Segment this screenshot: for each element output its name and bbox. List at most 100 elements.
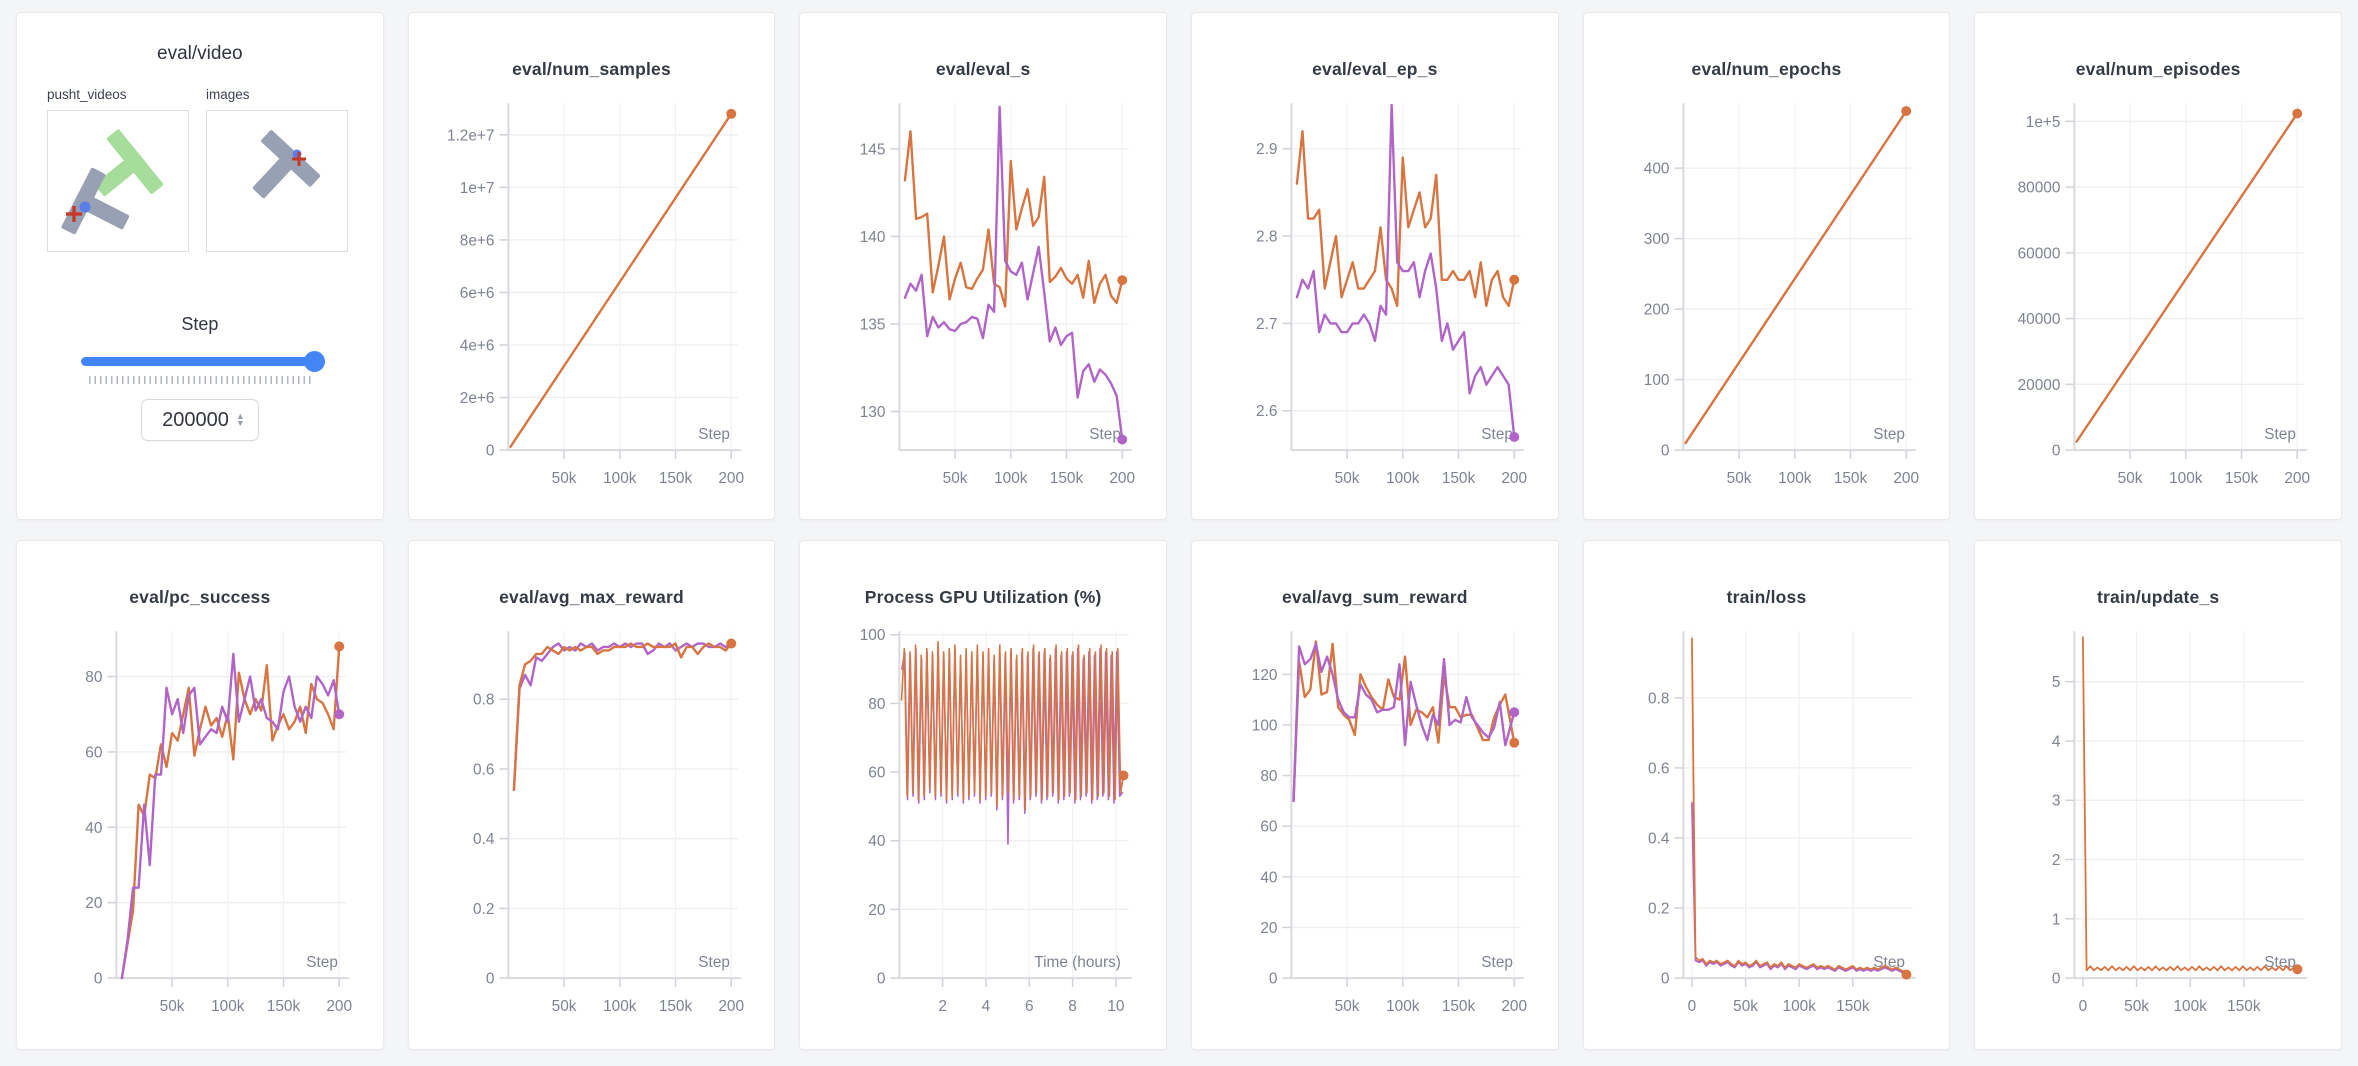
chart-title: eval/eval_s <box>935 59 1031 79</box>
svg-text:200: 200 <box>326 998 352 1015</box>
svg-text:150k: 150k <box>1050 470 1084 487</box>
chart-title: eval/num_samples <box>512 59 671 79</box>
svg-text:150k: 150k <box>658 470 692 487</box>
chart-canvas-eval-ep-s[interactable]: 2.6 2.7 2.8 2.9 50k 100k 150k 200 Step <box>1192 94 1558 518</box>
gray-t-shape <box>252 130 321 199</box>
chart-canvas-gpu-utilization[interactable]: 0 20 40 60 80 100 2 4 6 8 10 Time (hours) <box>800 622 1166 1046</box>
chart-title: eval/avg_max_reward <box>499 587 684 607</box>
svg-text:150k: 150k <box>1442 470 1476 487</box>
chart-canvas-pc-success[interactable]: 0 20 40 60 80 50k 100k 150k 200 Step <box>17 622 383 1046</box>
svg-text:100k: 100k <box>2169 470 2203 487</box>
svg-text:120: 120 <box>1252 667 1278 684</box>
svg-text:0.4: 0.4 <box>1648 830 1670 847</box>
svg-text:300: 300 <box>1643 231 1669 248</box>
svg-text:200: 200 <box>1501 470 1527 487</box>
svg-text:60: 60 <box>85 744 102 761</box>
svg-text:2: 2 <box>2052 852 2061 869</box>
svg-text:200: 200 <box>718 470 744 487</box>
panel-eval-pc-success: eval/pc_success 0 20 40 60 80 50k 100k 150k 200 S… <box>16 540 384 1050</box>
panel-title: eval/video <box>157 43 243 64</box>
svg-text:20000: 20000 <box>2018 377 2061 394</box>
pusht-video-thumbnail[interactable] <box>47 110 189 252</box>
slider-track[interactable] <box>81 357 321 366</box>
svg-text:150k: 150k <box>267 998 301 1015</box>
svg-text:60: 60 <box>869 765 886 782</box>
svg-text:80: 80 <box>85 669 102 686</box>
panel-train-loss: train/loss 0 0.2 0.4 0.6 0.8 0 50k 100k 150k Step <box>1582 540 1951 1050</box>
svg-text:Time (hours): Time (hours) <box>1035 954 1122 971</box>
svg-text:150k: 150k <box>1833 470 1867 487</box>
panel-eval-num-epochs: eval/num_epochs 0 100 200 300 400 50k 100k 150k… <box>1582 12 1951 520</box>
chart-canvas-num-samples[interactable]: 0 2e+6 4e+6 6e+6 8e+6 1e+7 1.2e+7 50k 100k 150k 20… <box>409 94 775 518</box>
svg-text:0: 0 <box>1687 998 1696 1015</box>
chart-title: train/update_s <box>2096 587 2220 607</box>
chart-canvas-avg-max-reward[interactable]: 0 0.2 0.4 0.6 0.8 50k 100k 150k 200 Step <box>409 622 775 1046</box>
svg-text:100k: 100k <box>603 470 637 487</box>
svg-text:6e+6: 6e+6 <box>459 285 494 302</box>
svg-text:100k: 100k <box>1778 470 1812 487</box>
chart-title: eval/num_episodes <box>2075 59 2241 79</box>
svg-text:200: 200 <box>1643 302 1669 319</box>
svg-text:Step: Step <box>1090 426 1122 443</box>
svg-text:0.2: 0.2 <box>473 901 494 918</box>
svg-text:50k: 50k <box>1335 998 1360 1015</box>
step-down-icon[interactable]: ▼ <box>235 418 245 428</box>
step-slider-label: Step <box>181 314 219 334</box>
slider-tick-ruler <box>89 376 313 384</box>
svg-text:0: 0 <box>94 971 103 988</box>
svg-text:2.6: 2.6 <box>1256 403 1277 420</box>
svg-text:0.4: 0.4 <box>473 831 495 848</box>
agent-dot <box>79 201 91 213</box>
step-input[interactable] <box>154 407 231 433</box>
svg-text:4e+6: 4e+6 <box>459 337 494 354</box>
panel-eval-num-samples: eval/num_samples 0 2e+6 4e+6 6e+6 8e+6 1e+7 1.… <box>407 12 776 520</box>
svg-text:0.6: 0.6 <box>473 761 494 778</box>
green-t-shape <box>95 129 164 197</box>
svg-text:100k: 100k <box>1386 998 1420 1015</box>
target-cross <box>292 152 306 166</box>
chart-title: eval/num_epochs <box>1691 59 1842 79</box>
svg-text:50k: 50k <box>1335 470 1360 487</box>
stepper-arrows[interactable]: ▲ ▼ <box>235 411 245 428</box>
svg-text:0: 0 <box>1661 443 1670 460</box>
svg-text:0: 0 <box>1269 971 1278 988</box>
chart-canvas-num-epochs[interactable]: 0 100 200 300 400 50k 100k 150k 200 Step <box>1584 94 1950 518</box>
svg-text:40: 40 <box>869 833 886 850</box>
svg-text:100k: 100k <box>994 470 1028 487</box>
svg-text:60: 60 <box>1260 819 1277 836</box>
step-input-box[interactable]: ▲▼ <box>140 399 259 441</box>
panel-eval-avg-max-reward: eval/avg_max_reward 0 0.2 0.4 0.6 0.8 50k 100k… <box>407 540 776 1050</box>
svg-text:50k: 50k <box>2118 470 2143 487</box>
svg-text:0: 0 <box>1661 971 1670 988</box>
svg-text:Step: Step <box>1481 426 1513 443</box>
svg-text:0: 0 <box>2079 998 2088 1015</box>
svg-text:0.8: 0.8 <box>1648 690 1669 707</box>
svg-text:80: 80 <box>869 696 886 713</box>
svg-text:0: 0 <box>486 443 495 460</box>
chart-title: eval/avg_sum_reward <box>1281 587 1468 607</box>
svg-text:6: 6 <box>1025 998 1034 1015</box>
svg-text:2.7: 2.7 <box>1256 316 1277 333</box>
step-up-icon[interactable]: ▲ <box>235 411 245 421</box>
svg-text:3: 3 <box>2052 793 2061 810</box>
svg-text:135: 135 <box>860 316 886 333</box>
images-thumbnail[interactable] <box>206 110 348 252</box>
panel-train-update-s: train/update_s 0 1 2 3 4 5 0 50k 100k 150k Step <box>1974 540 2342 1050</box>
step-slider[interactable] <box>81 351 325 372</box>
chart-title: eval/eval_ep_s <box>1312 59 1438 79</box>
svg-text:100k: 100k <box>2174 998 2208 1015</box>
chart-canvas-eval-s[interactable]: 130 135 140 145 50k 100k 150k 200 Step <box>800 94 1166 518</box>
chart-title: eval/pc_success <box>129 587 271 607</box>
chart-canvas-avg-sum-reward[interactable]: 0 20 40 60 80 100 120 50k 100k 150k 200 Step <box>1192 622 1558 1046</box>
svg-text:50k: 50k <box>160 998 185 1015</box>
chart-canvas-num-episodes[interactable]: 0 20000 40000 60000 80000 1e+5 50k 100k 150k 200 S… <box>1975 94 2341 518</box>
svg-text:Step: Step <box>2265 426 2297 443</box>
slider-thumb[interactable] <box>303 351 325 372</box>
media-label: pusht_videos <box>47 87 127 102</box>
svg-text:50k: 50k <box>551 998 576 1015</box>
svg-text:150k: 150k <box>1836 998 1870 1015</box>
svg-text:60000: 60000 <box>2018 245 2061 262</box>
